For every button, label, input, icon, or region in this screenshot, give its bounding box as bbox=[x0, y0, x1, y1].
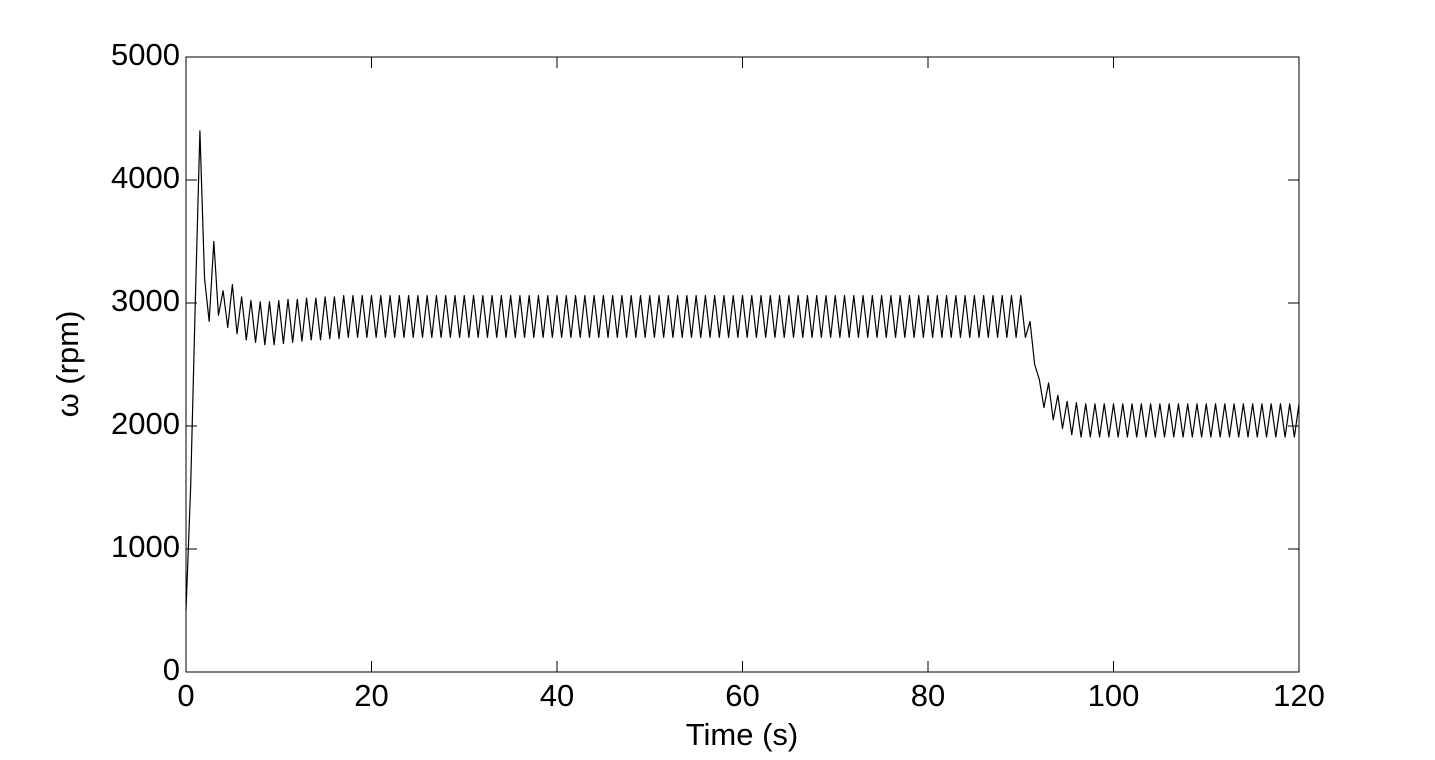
plot-frame bbox=[185, 56, 1300, 673]
x-axis-label: Time (s) bbox=[686, 717, 799, 752]
y-tick-label: 5000 bbox=[111, 37, 180, 72]
data-line bbox=[185, 130, 1300, 611]
x-tick-label: 40 bbox=[540, 678, 574, 713]
y-tick-label: 2000 bbox=[111, 406, 180, 441]
y-tick-label: 1000 bbox=[111, 529, 180, 564]
x-tick-label: 80 bbox=[911, 678, 945, 713]
x-tick-label: 120 bbox=[1273, 678, 1325, 713]
y-tick-label: 3000 bbox=[111, 283, 180, 318]
x-tick-label: 60 bbox=[725, 678, 759, 713]
y-tick-label: 4000 bbox=[111, 160, 180, 195]
y-axis-label: ω (rpm) bbox=[50, 311, 85, 418]
y-tick-label: 0 bbox=[163, 652, 180, 687]
x-tick-label: 20 bbox=[354, 678, 388, 713]
x-tick-label: 0 bbox=[177, 678, 194, 713]
x-tick-label: 100 bbox=[1088, 678, 1140, 713]
